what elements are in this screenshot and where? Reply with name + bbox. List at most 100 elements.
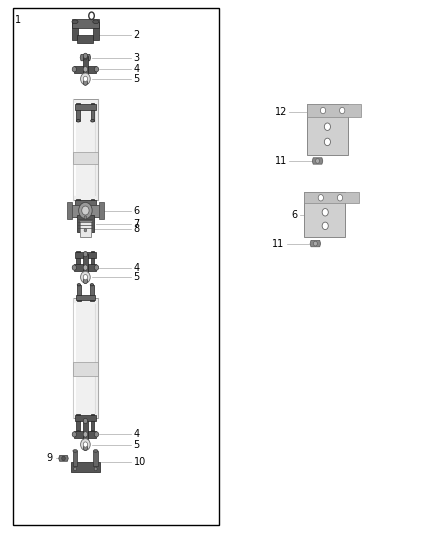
- Polygon shape: [83, 254, 88, 281]
- Circle shape: [315, 159, 320, 163]
- Ellipse shape: [72, 265, 77, 270]
- Polygon shape: [75, 252, 96, 257]
- Polygon shape: [78, 35, 93, 43]
- Ellipse shape: [73, 449, 78, 453]
- Circle shape: [83, 274, 88, 280]
- Circle shape: [318, 195, 323, 201]
- Ellipse shape: [91, 267, 94, 270]
- Ellipse shape: [77, 284, 81, 286]
- Ellipse shape: [91, 431, 94, 433]
- Ellipse shape: [77, 215, 80, 218]
- Circle shape: [83, 76, 88, 82]
- Polygon shape: [75, 104, 96, 110]
- Bar: [73, 362, 98, 376]
- Ellipse shape: [83, 418, 88, 424]
- Text: 4: 4: [134, 430, 140, 439]
- Polygon shape: [77, 414, 80, 432]
- Polygon shape: [304, 192, 359, 203]
- Text: 2: 2: [134, 30, 140, 39]
- Circle shape: [322, 208, 328, 216]
- Circle shape: [314, 241, 317, 246]
- Polygon shape: [77, 251, 80, 269]
- Polygon shape: [83, 421, 88, 448]
- Text: 5: 5: [134, 440, 140, 449]
- Ellipse shape: [94, 432, 99, 437]
- Ellipse shape: [83, 80, 88, 85]
- Circle shape: [82, 206, 89, 215]
- Polygon shape: [71, 462, 100, 472]
- Polygon shape: [59, 456, 68, 461]
- Circle shape: [84, 216, 87, 219]
- Ellipse shape: [77, 119, 80, 122]
- Polygon shape: [312, 158, 323, 164]
- Ellipse shape: [94, 67, 99, 72]
- Bar: [13, 8, 219, 525]
- Ellipse shape: [72, 432, 77, 437]
- Text: 9: 9: [46, 454, 53, 463]
- Polygon shape: [83, 56, 88, 83]
- Text: 3: 3: [134, 53, 140, 62]
- Polygon shape: [91, 199, 94, 217]
- Circle shape: [322, 222, 328, 230]
- Ellipse shape: [94, 265, 99, 270]
- Circle shape: [84, 229, 87, 232]
- Ellipse shape: [83, 53, 88, 59]
- Text: 6: 6: [292, 209, 298, 220]
- Polygon shape: [73, 451, 78, 466]
- Polygon shape: [91, 103, 94, 121]
- Polygon shape: [72, 22, 78, 39]
- Ellipse shape: [91, 119, 94, 122]
- Text: 4: 4: [134, 263, 140, 272]
- Circle shape: [79, 203, 92, 219]
- Polygon shape: [70, 205, 101, 216]
- Circle shape: [83, 432, 88, 437]
- Ellipse shape: [90, 284, 94, 286]
- Polygon shape: [91, 414, 94, 432]
- Text: 6: 6: [134, 206, 140, 215]
- Circle shape: [94, 467, 97, 471]
- Text: 7: 7: [134, 219, 140, 229]
- Circle shape: [320, 107, 325, 114]
- Circle shape: [81, 73, 90, 85]
- Ellipse shape: [72, 67, 77, 72]
- Polygon shape: [77, 103, 80, 121]
- Polygon shape: [93, 451, 98, 466]
- Circle shape: [83, 442, 88, 447]
- Text: 5: 5: [134, 74, 140, 84]
- Polygon shape: [76, 295, 95, 300]
- Text: 12: 12: [275, 107, 287, 117]
- Bar: [73, 152, 98, 164]
- Polygon shape: [77, 199, 80, 217]
- Text: 1: 1: [14, 15, 21, 25]
- Polygon shape: [91, 251, 94, 269]
- Text: 11: 11: [275, 156, 287, 166]
- Ellipse shape: [91, 215, 94, 218]
- Polygon shape: [310, 240, 321, 247]
- Polygon shape: [80, 54, 91, 61]
- Polygon shape: [77, 215, 94, 232]
- Polygon shape: [90, 285, 94, 301]
- Polygon shape: [93, 22, 99, 39]
- Ellipse shape: [77, 267, 80, 270]
- Circle shape: [81, 439, 90, 450]
- Polygon shape: [74, 431, 96, 438]
- Circle shape: [83, 55, 87, 60]
- Ellipse shape: [77, 431, 80, 433]
- Circle shape: [62, 456, 65, 461]
- Bar: [80, 221, 91, 237]
- Polygon shape: [72, 19, 99, 28]
- Circle shape: [324, 123, 330, 131]
- Polygon shape: [67, 201, 72, 220]
- Polygon shape: [307, 104, 348, 155]
- Polygon shape: [99, 201, 104, 220]
- Circle shape: [339, 107, 345, 114]
- Circle shape: [74, 467, 77, 471]
- Polygon shape: [74, 264, 96, 271]
- Circle shape: [83, 67, 88, 72]
- Polygon shape: [75, 415, 96, 421]
- Ellipse shape: [93, 20, 99, 23]
- Text: 5: 5: [134, 272, 140, 282]
- Circle shape: [81, 271, 90, 283]
- Circle shape: [337, 195, 343, 201]
- Text: 8: 8: [134, 224, 140, 234]
